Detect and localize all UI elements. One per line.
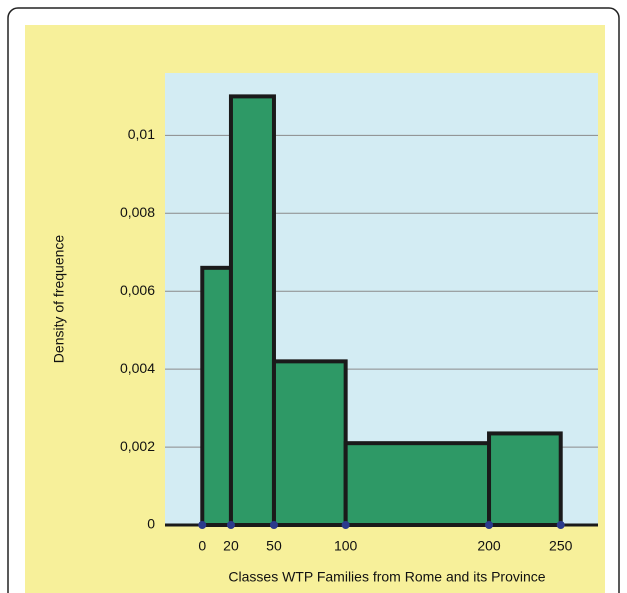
y-tick-label: 0,002 xyxy=(120,438,155,454)
bar xyxy=(228,94,276,528)
x-tick-label: 20 xyxy=(223,538,239,554)
x-axis-label: Classes WTP Families from Rome and its P… xyxy=(228,569,545,585)
x-tick-mark xyxy=(226,521,235,529)
x-tick-label: 50 xyxy=(266,538,282,554)
bar xyxy=(343,441,492,528)
bar xyxy=(200,265,233,527)
x-tick-mark xyxy=(556,521,565,529)
y-tick-label: 0,004 xyxy=(120,360,155,376)
y-tick-label: 0,008 xyxy=(120,204,155,220)
y-tick-label: 0 xyxy=(147,516,155,532)
x-tick-label: 200 xyxy=(477,538,501,554)
y-axis-label: Density of frequence xyxy=(51,235,67,364)
bar xyxy=(487,431,563,527)
bar xyxy=(271,359,348,527)
x-tick-mark xyxy=(485,521,494,529)
y-tick-label: 0,01 xyxy=(128,126,155,142)
x-tick-mark xyxy=(198,521,207,529)
y-tick-label: 0,006 xyxy=(120,282,155,298)
x-tick-label: 100 xyxy=(334,538,358,554)
x-tick-label: 250 xyxy=(549,538,573,554)
x-tick-mark xyxy=(341,521,350,529)
x-tick-mark xyxy=(269,521,278,529)
x-tick-label: 0 xyxy=(198,538,206,554)
